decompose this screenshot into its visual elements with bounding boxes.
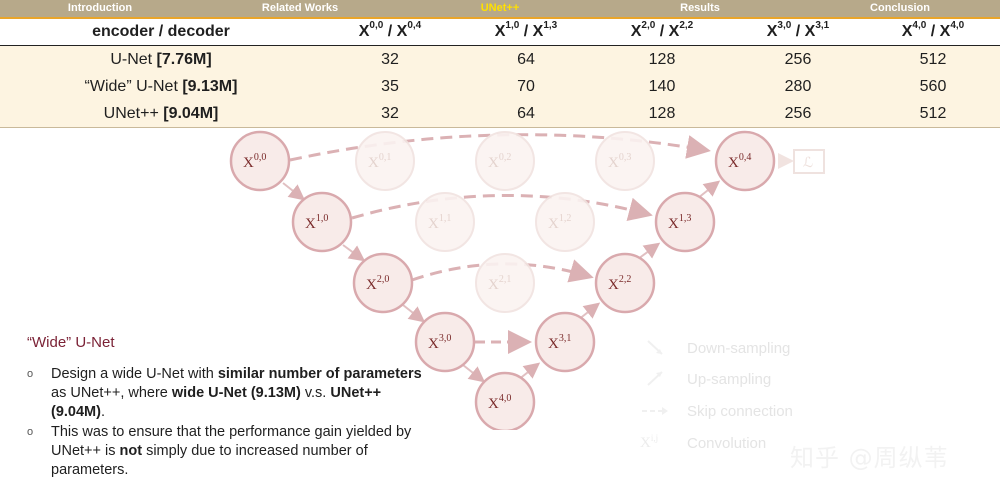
node-x03 — [595, 131, 655, 191]
header-encoder-decoder: encoder / decoder — [0, 19, 322, 46]
node-x20 — [352, 252, 414, 314]
nav-divider — [0, 17, 1000, 19]
down-arrow-2 — [342, 244, 366, 262]
table-cell: 512 — [919, 50, 947, 68]
list-item: o Design a wide U-Net with similar numbe… — [27, 366, 422, 420]
node-x04-label: X0,4 — [728, 152, 751, 171]
tab-related-works[interactable]: Related Works — [261, 2, 339, 14]
node-x20-label: X2,0 — [366, 274, 389, 293]
row-label: UNet++ [9.04M] — [103, 104, 219, 122]
node-x01 — [355, 131, 415, 191]
table-cell: 140 — [648, 77, 676, 95]
table-row: UNet++ [9.04M] 32 64 128 256 512 — [0, 100, 1000, 128]
skip-arc-1 — [351, 194, 653, 221]
legend-upsampling-label: Up-sampling — [687, 370, 772, 388]
table-row: U-Net [7.76M] 32 64 128 256 512 — [0, 45, 1000, 73]
table-cell: 32 — [381, 104, 399, 122]
table-cell: 560 — [919, 77, 947, 95]
tab-introduction[interactable]: Introduction — [67, 2, 133, 14]
convolution-node-icon: Xi,j — [640, 433, 659, 451]
down-arrow-1 — [282, 182, 306, 201]
node-x30 — [414, 311, 476, 373]
header-col-3: X2,0 / X2,2 — [594, 19, 730, 46]
down-arrow-icon — [640, 338, 670, 358]
table-cell: 35 — [381, 77, 399, 95]
dashed-arrow-icon — [640, 401, 670, 421]
header-col-4: X3,0 / X3,1 — [730, 19, 866, 46]
explanation-list: o Design a wide U-Net with similar numbe… — [27, 365, 427, 480]
loss-box — [793, 149, 825, 174]
down-arrow-3 — [402, 304, 426, 323]
up-arrow-icon — [640, 369, 670, 389]
table-cell: 256 — [784, 50, 812, 68]
node-x30-label: X3,0 — [428, 333, 451, 352]
tab-results[interactable]: Results — [680, 2, 720, 14]
node-x40 — [474, 371, 536, 430]
node-x10-label: X1,0 — [305, 213, 328, 232]
tab-conclusion[interactable]: Conclusion — [870, 2, 930, 14]
watermark: 知乎 @周纵苇 — [790, 444, 949, 472]
node-x00 — [229, 130, 291, 192]
table-cell: 128 — [648, 50, 676, 68]
node-x22 — [594, 252, 656, 314]
node-x11 — [415, 192, 475, 252]
node-x12-label: X1,2 — [548, 213, 571, 232]
node-x03-label: X0,3 — [608, 152, 631, 171]
explanation-panel: “Wide” U-Net o Design a wide U-Net with … — [27, 334, 427, 481]
table-cell: 256 — [784, 104, 812, 122]
skip-arc-2 — [411, 259, 594, 283]
up-arrow-4 — [697, 180, 721, 199]
node-x00-label: X0,0 — [243, 152, 266, 171]
legend-convolution-label: Convolution — [687, 434, 767, 452]
list-item: o This was to ensure that the performanc… — [27, 424, 412, 478]
legend-downsampling: Down-sampling — [640, 338, 790, 358]
legend-upsampling: Up-sampling — [640, 369, 771, 389]
loss-label: ℒ — [803, 156, 813, 171]
table-cell: 64 — [517, 50, 535, 68]
node-x02 — [475, 131, 535, 191]
explanation-title: “Wide” U-Net — [27, 334, 115, 351]
table-cell: 70 — [517, 77, 535, 95]
parameter-table: encoder / decoder X0,0 / X0,4 X1,0 / X1,… — [0, 19, 1000, 128]
section-nav: Introduction Related Works UNet++ Result… — [0, 0, 1000, 19]
bullet-icon: o — [27, 426, 34, 438]
legend-downsampling-label: Down-sampling — [687, 339, 791, 357]
row-label: “Wide” U-Net [9.13M] — [84, 77, 238, 95]
node-x40-label: X4,0 — [488, 393, 511, 412]
node-x01-label: X0,1 — [368, 152, 391, 171]
node-x02-label: X0,2 — [488, 152, 511, 171]
tab-unetpp[interactable]: UNet++ — [400, 0, 600, 19]
node-x13-label: X1,3 — [668, 213, 691, 232]
node-x10 — [291, 191, 353, 253]
legend-convolution: Xi,j Convolution — [640, 433, 766, 453]
legend-skip-label: Skip connection — [687, 402, 793, 420]
node-x11-label: X1,1 — [428, 213, 451, 232]
faint-nodes: X0,1 X0,2 X0,3 X1,1 X1,2 X2,1 — [355, 131, 655, 313]
table-row: “Wide” U-Net [9.13M] 35 70 140 280 560 — [0, 73, 1000, 100]
unet-diagram: X0,1 X0,2 X0,3 X1,1 X1,2 X2,1 X0,0 X0,4 … — [229, 130, 825, 430]
node-x04 — [714, 130, 776, 192]
node-x31-label: X3,1 — [548, 333, 571, 352]
up-arrow-3 — [637, 242, 661, 260]
down-arrow-4 — [462, 364, 486, 383]
header-col-5: X4,0 / X4,0 — [866, 19, 1000, 46]
header-col-2: X1,0 / X1,3 — [458, 19, 594, 46]
row-label: U-Net [7.76M] — [110, 50, 212, 68]
node-x13 — [654, 191, 716, 253]
table-cell: 64 — [517, 104, 535, 122]
table-header-row: encoder / decoder X0,0 / X0,4 X1,0 / X1,… — [0, 19, 1000, 46]
table-cell: 128 — [648, 104, 676, 122]
header-col-1: X0,0 / X0,4 — [322, 19, 458, 46]
node-x22-label: X2,2 — [608, 274, 631, 293]
table-cell: 512 — [919, 104, 947, 122]
legend-skip: Skip connection — [640, 401, 793, 421]
node-x21-label: X2,1 — [488, 274, 511, 293]
node-x21 — [475, 253, 535, 313]
table-cell: 280 — [784, 77, 812, 95]
table-cell: 32 — [381, 50, 399, 68]
node-x31 — [534, 311, 596, 373]
bullet-icon: o — [27, 368, 34, 380]
node-x12 — [535, 192, 595, 252]
